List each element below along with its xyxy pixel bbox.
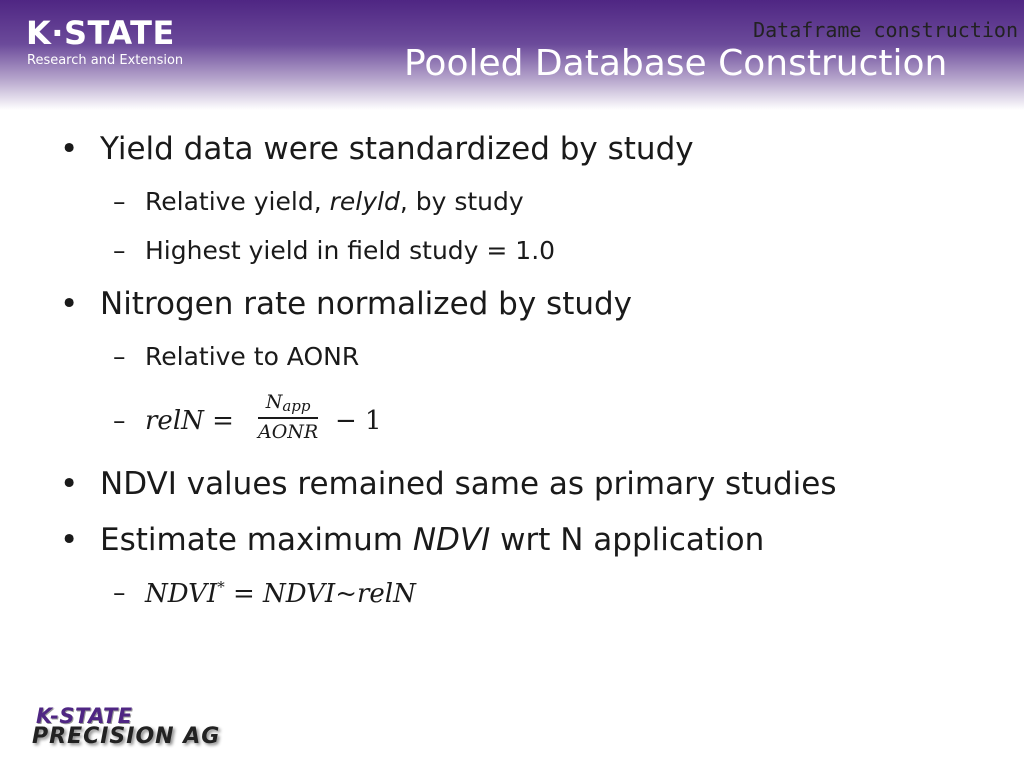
dash-icon: – bbox=[113, 236, 126, 265]
fraction: Napp AONR bbox=[258, 391, 319, 443]
sub-bullet-reln-equation: – relN = Napp AONR − 1 bbox=[113, 391, 382, 443]
dash-icon: – bbox=[113, 578, 126, 607]
kstate-precision-ag-logo: K-STATE PRECISION AG bbox=[32, 704, 221, 749]
slide-title: Pooled Database Construction bbox=[404, 43, 948, 84]
bullet-icon: • bbox=[60, 131, 79, 167]
bullet-icon: • bbox=[60, 286, 79, 322]
dash-icon: – bbox=[113, 187, 126, 216]
dash-icon: – bbox=[113, 406, 126, 435]
bullet-icon: • bbox=[60, 466, 79, 502]
kstate-logo-subtitle: Research and Extension bbox=[27, 53, 184, 68]
bullet-icon: • bbox=[60, 522, 79, 558]
section-label: Dataframe construction bbox=[753, 18, 1018, 42]
kstate-logo: K·STATE bbox=[26, 14, 175, 52]
dash-icon: – bbox=[113, 342, 126, 371]
slide-header: K·STATE Research and Extension Dataframe… bbox=[0, 0, 1024, 110]
